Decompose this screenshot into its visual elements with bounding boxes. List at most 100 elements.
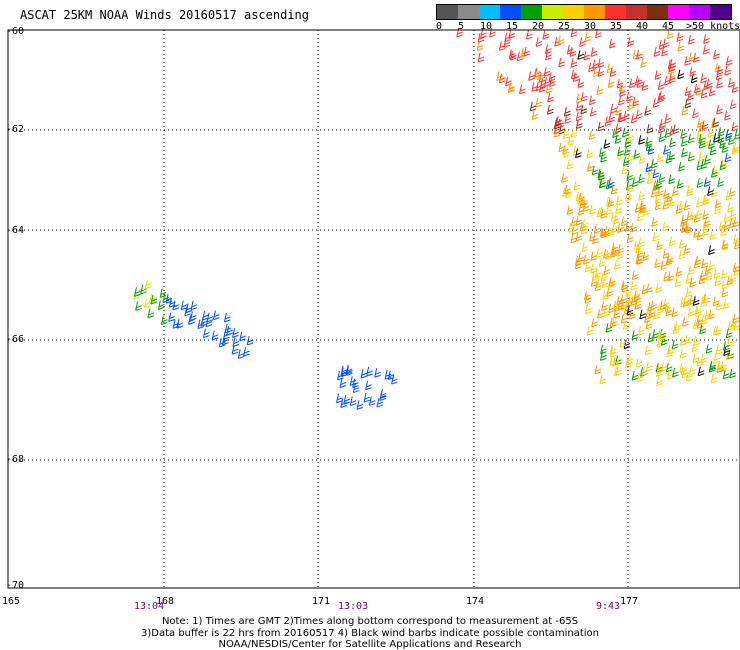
wind-barb bbox=[539, 82, 546, 93]
wind-barb bbox=[652, 329, 659, 339]
wind-barb bbox=[545, 50, 552, 61]
lon-label-171: 171 bbox=[312, 596, 331, 607]
wind-barb bbox=[617, 146, 624, 157]
wind-barb bbox=[695, 307, 702, 317]
wind-barb bbox=[574, 259, 582, 270]
wind-barb bbox=[590, 251, 598, 262]
wind-barb bbox=[600, 351, 607, 361]
wind-barb bbox=[617, 300, 625, 311]
wind-barb bbox=[678, 249, 686, 260]
wind-barb bbox=[575, 192, 583, 202]
wind-barb bbox=[635, 358, 643, 368]
wind-barb bbox=[542, 29, 550, 40]
wind-barb bbox=[714, 204, 721, 215]
wind-barb bbox=[658, 173, 666, 184]
scale-label: 20 bbox=[532, 21, 545, 32]
wind-barb bbox=[653, 47, 661, 57]
wind-barb bbox=[680, 223, 688, 234]
wind-barb bbox=[646, 123, 654, 134]
wind-barb bbox=[477, 33, 485, 43]
wind-barb bbox=[707, 186, 714, 197]
wind-barb bbox=[607, 78, 615, 88]
wind-barb bbox=[729, 273, 737, 284]
wind-barb bbox=[710, 373, 718, 384]
wind-barb bbox=[648, 308, 656, 319]
wind-barb bbox=[627, 151, 635, 162]
wind-barb bbox=[580, 225, 588, 235]
scale-swatch bbox=[500, 5, 521, 19]
wind-barb bbox=[573, 180, 581, 191]
wind-barb bbox=[596, 248, 603, 258]
wind-barb bbox=[726, 337, 734, 347]
wind-barb bbox=[683, 201, 691, 211]
wind-barb bbox=[686, 186, 693, 197]
wind-barb bbox=[584, 294, 592, 304]
wind-barb bbox=[599, 374, 607, 385]
wind-barb bbox=[672, 367, 679, 378]
wind-barb bbox=[197, 319, 205, 330]
wind-barb bbox=[705, 344, 713, 354]
wind-barb bbox=[636, 372, 644, 383]
wind-barb bbox=[712, 165, 719, 176]
wind-barb bbox=[634, 300, 642, 310]
wind-barb bbox=[734, 129, 740, 140]
scale-swatch bbox=[605, 5, 626, 19]
wind-barb bbox=[687, 265, 695, 276]
wind-barb bbox=[356, 400, 364, 410]
scale-swatch bbox=[647, 5, 668, 19]
wind-barb bbox=[627, 36, 635, 47]
wind-barb bbox=[525, 30, 533, 40]
color-scale-bar bbox=[436, 4, 732, 20]
wind-barb bbox=[622, 127, 629, 138]
wind-barb bbox=[535, 98, 542, 108]
wind-barb bbox=[456, 27, 463, 38]
wind-barb bbox=[376, 397, 384, 408]
wind-barb bbox=[606, 196, 613, 207]
wind-barb bbox=[733, 234, 740, 244]
wind-barb bbox=[698, 139, 706, 149]
wind-barb bbox=[584, 32, 592, 42]
wind-barb bbox=[646, 174, 654, 185]
wind-barb bbox=[707, 127, 715, 138]
lon-label-174: 174 bbox=[466, 596, 485, 607]
wind-barb bbox=[641, 81, 649, 91]
wind-barb bbox=[575, 119, 583, 130]
scale-labels: 0 5 10 15 20 25 30 35 40 45 >50 knots bbox=[436, 20, 740, 32]
wind-barb bbox=[544, 77, 551, 87]
wind-barb bbox=[725, 56, 733, 66]
wind-barb bbox=[489, 27, 496, 38]
wind-barb bbox=[564, 114, 571, 124]
wind-barb bbox=[651, 217, 659, 227]
wind-barb bbox=[631, 330, 639, 341]
wind-barb bbox=[352, 378, 359, 389]
wind-barb bbox=[650, 300, 657, 311]
wind-barb bbox=[570, 27, 578, 38]
wind-barb bbox=[642, 251, 650, 262]
wind-barb bbox=[713, 268, 721, 279]
wind-barb bbox=[703, 195, 710, 206]
wind-barb bbox=[666, 29, 674, 39]
wind-barb bbox=[645, 162, 653, 173]
wind-barb bbox=[172, 300, 179, 311]
scale-swatch bbox=[542, 5, 563, 19]
pass-time-west: 13:04 bbox=[134, 601, 165, 612]
wind-barb bbox=[658, 123, 665, 134]
scale-swatch bbox=[689, 5, 710, 19]
wind-barb bbox=[607, 178, 615, 188]
wind-barb bbox=[586, 326, 594, 336]
wind-barb bbox=[661, 46, 668, 57]
wind-barb bbox=[630, 296, 638, 306]
wind-barb bbox=[625, 359, 632, 369]
wind-barb bbox=[564, 184, 571, 195]
note-line-1: Note: 1) Times are GMT 2)Times along bot… bbox=[161, 616, 579, 627]
wind-barb bbox=[200, 317, 208, 327]
wind-barb bbox=[596, 309, 604, 319]
wind-barb bbox=[626, 233, 634, 244]
wind-barb bbox=[630, 222, 637, 233]
lon-label-165: 165 bbox=[2, 596, 21, 607]
wind-barb bbox=[711, 188, 718, 198]
wind-barb bbox=[687, 307, 695, 317]
wind-barb bbox=[654, 70, 662, 80]
wind-speed-scale: 0 5 10 15 20 25 30 35 40 45 >50 knots bbox=[436, 4, 740, 32]
wind-barb bbox=[498, 41, 506, 51]
